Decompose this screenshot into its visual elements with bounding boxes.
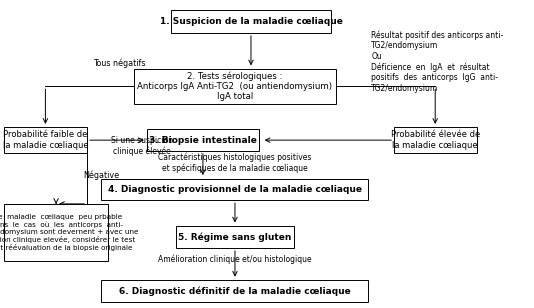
FancyBboxPatch shape xyxy=(176,226,294,248)
FancyBboxPatch shape xyxy=(134,68,336,104)
Text: Probabilité élevée de
la maladie cœliaque: Probabilité élevée de la maladie cœliaqu… xyxy=(390,131,480,150)
Text: Caractéristiques histologiques positives
et spécifiques de la maladie cœliaque: Caractéristiques histologiques positives… xyxy=(158,153,312,173)
Text: Tous négatifs: Tous négatifs xyxy=(93,59,146,68)
Text: Résultat positif des anticorps anti-
TG2/endomysium
Ou
Déficience  en  IgA  et  : Résultat positif des anticorps anti- TG2… xyxy=(371,30,504,93)
FancyBboxPatch shape xyxy=(394,127,476,153)
Text: 2. Tests sérologiques :
Anticorps IgA Anti-TG2  (ou antiendomysium)
IgA total: 2. Tests sérologiques : Anticorps IgA An… xyxy=(137,71,333,101)
FancyBboxPatch shape xyxy=(101,280,368,302)
FancyBboxPatch shape xyxy=(171,10,331,33)
Text: 3. Biopsie intestinale: 3. Biopsie intestinale xyxy=(149,136,257,145)
Text: Probabilité faible de
la maladie cœliaque: Probabilité faible de la maladie cœliaqu… xyxy=(3,131,88,150)
Text: 4. Diagnostic provisionnel de la maladie cœliaque: 4. Diagnostic provisionnel de la maladie… xyxy=(108,185,362,194)
Text: 6. Diagnostic définitif de la maladie cœliaque: 6. Diagnostic définitif de la maladie cœ… xyxy=(119,286,351,296)
Text: 5. Régime sans gluten: 5. Régime sans gluten xyxy=(178,233,292,242)
Text: 1. Suspicion de la maladie cœliaque: 1. Suspicion de la maladie cœliaque xyxy=(160,17,342,26)
FancyBboxPatch shape xyxy=(147,129,259,151)
FancyBboxPatch shape xyxy=(101,179,368,200)
FancyBboxPatch shape xyxy=(4,127,87,153)
FancyBboxPatch shape xyxy=(4,204,108,261)
Text: Négative: Négative xyxy=(83,171,119,180)
Text: une  maladie  cœliaque  peu prbable
Dans  le  cas  où  les  anticorps  anti-
TG2: une maladie cœliaque peu prbable Dans le… xyxy=(0,214,138,251)
Text: Si une suspicion
clinique élevée: Si une suspicion clinique élevée xyxy=(111,136,172,156)
Text: Amélioration clinique et/ou histologique: Amélioration clinique et/ou histologique xyxy=(158,255,312,264)
